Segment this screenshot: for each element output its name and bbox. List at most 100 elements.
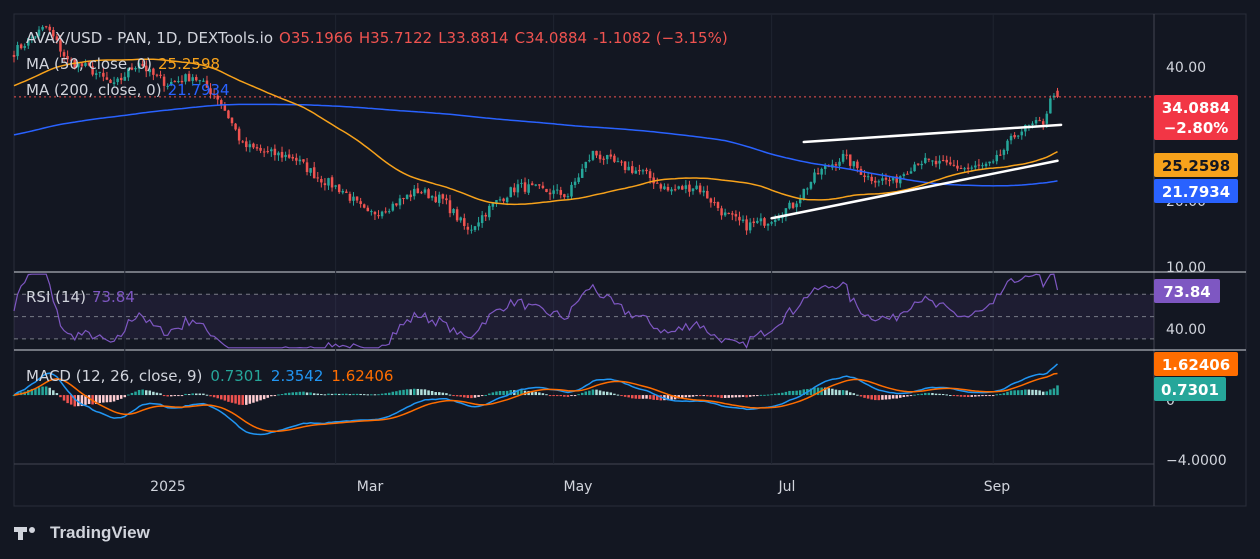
candle xyxy=(327,177,330,190)
candle-body xyxy=(216,95,219,100)
macd-hist-bar xyxy=(752,395,755,397)
candle-body xyxy=(752,221,755,224)
candle xyxy=(491,202,495,211)
candle xyxy=(477,216,480,231)
trendlines[interactable] xyxy=(770,123,1063,220)
macd-hist-bar xyxy=(255,395,259,402)
candle-body xyxy=(323,183,327,186)
candle xyxy=(448,194,452,218)
candle xyxy=(12,50,16,63)
candle xyxy=(713,197,716,206)
candle-body xyxy=(530,183,534,186)
candle xyxy=(459,216,462,223)
macd-hist-bar xyxy=(788,390,791,396)
tradingview-footer[interactable]: TradingView xyxy=(14,521,150,545)
candle xyxy=(1049,95,1052,114)
candle-body xyxy=(480,215,484,224)
candle xyxy=(216,91,219,105)
macd-hist-bar xyxy=(359,393,362,396)
candle xyxy=(820,167,823,180)
macd-hist-bar xyxy=(44,386,48,396)
ma50-value: 25.2598 xyxy=(158,55,220,73)
candle xyxy=(573,177,577,188)
macd-hist-bar xyxy=(77,395,80,407)
candle xyxy=(991,159,995,164)
macd-hist-bar xyxy=(55,393,59,396)
candle xyxy=(473,226,477,232)
macd-hist-bar xyxy=(402,389,405,396)
candle-body xyxy=(459,217,462,221)
macd-line[interactable] xyxy=(13,363,1059,436)
candle xyxy=(162,73,166,92)
ma200-line[interactable] xyxy=(13,103,1058,187)
candle-body xyxy=(666,186,670,191)
candlestick-series[interactable] xyxy=(12,24,1059,235)
macd-histogram[interactable] xyxy=(12,385,1059,407)
candle-body xyxy=(387,211,391,213)
candle xyxy=(605,154,609,165)
ma50-legend: MA (50, close, 0) 25.2598 xyxy=(26,55,220,73)
candle-body xyxy=(509,187,512,198)
candle xyxy=(681,184,684,190)
candle xyxy=(127,67,130,81)
candle xyxy=(280,146,284,162)
candle-body xyxy=(466,226,470,230)
candle xyxy=(716,201,720,212)
candle-body xyxy=(30,37,34,39)
macd-hist-bar xyxy=(1056,385,1059,396)
candle xyxy=(237,126,241,145)
candle xyxy=(373,210,377,220)
candle-body xyxy=(874,180,877,183)
price-badge-value: 34.0884 xyxy=(1162,99,1230,117)
candle-body xyxy=(648,171,652,179)
candle-body xyxy=(695,185,698,190)
candle-body xyxy=(241,141,244,143)
candle-body xyxy=(573,181,577,185)
candle xyxy=(949,156,952,166)
candle xyxy=(673,184,677,192)
macd-hist-bar xyxy=(920,393,923,396)
candle xyxy=(398,194,402,210)
macd-hist-bar xyxy=(934,393,938,396)
candle xyxy=(659,182,663,192)
rsi-line[interactable] xyxy=(13,273,1059,349)
candle xyxy=(698,182,702,195)
candle-body xyxy=(938,160,941,164)
candle xyxy=(552,185,555,199)
candle-body xyxy=(588,160,591,162)
macd-hist-bar xyxy=(12,395,16,397)
candle-body xyxy=(302,159,305,162)
macd-hist-bar xyxy=(427,390,430,396)
candle xyxy=(602,156,605,165)
macd-hist-bar xyxy=(84,395,87,405)
candle-body xyxy=(341,190,345,193)
candle-body xyxy=(773,219,777,223)
macd-hist-bar xyxy=(652,395,655,400)
macd-hist-bar xyxy=(1002,393,1006,396)
candle xyxy=(752,217,755,228)
candle-body xyxy=(966,167,970,169)
macd-hist-bar xyxy=(62,395,66,401)
macd-hist-bar xyxy=(881,395,884,400)
ma200-badge-bg xyxy=(1154,179,1238,203)
candle xyxy=(899,175,902,188)
macd-hist-bar xyxy=(295,392,298,396)
signal-line[interactable] xyxy=(13,372,1058,433)
macd-hist-bar xyxy=(248,395,252,404)
candle xyxy=(766,223,770,231)
macd-signal-badge: 1.62406 xyxy=(1154,352,1238,376)
macd-hist-bar xyxy=(270,395,273,397)
macd-hist-bar xyxy=(1024,389,1027,396)
macd-hist-bar xyxy=(938,393,941,396)
macd-hist-bar xyxy=(916,394,920,396)
macd-hist-bar xyxy=(834,389,838,396)
candle xyxy=(613,153,616,163)
candle xyxy=(337,184,341,194)
candle-body xyxy=(1056,90,1059,97)
candle xyxy=(277,151,280,161)
candle-body xyxy=(899,176,902,184)
ma50-line[interactable] xyxy=(13,58,1058,206)
candle xyxy=(134,66,137,72)
price-badge: 34.0884 −2.80% xyxy=(1154,95,1238,140)
